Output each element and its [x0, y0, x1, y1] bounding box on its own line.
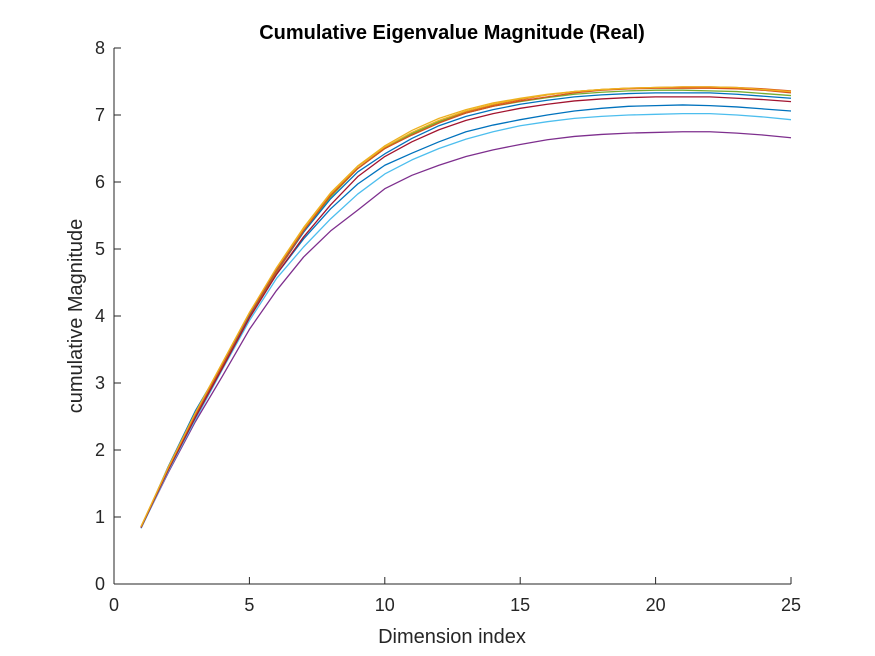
x-tick-label: 15 [510, 595, 530, 615]
x-tick-label: 25 [781, 595, 801, 615]
y-tick-label: 5 [95, 239, 105, 259]
x-axis-label: Dimension index [378, 626, 526, 648]
x-tick-label: 5 [244, 595, 254, 615]
y-tick-label: 6 [95, 172, 105, 192]
y-tick-label: 1 [95, 507, 105, 527]
y-tick-label: 0 [95, 574, 105, 594]
series-line-10 [140, 86, 792, 527]
series-line-7 [140, 96, 792, 528]
x-tick-label: 10 [375, 595, 395, 615]
series-line-6 [140, 113, 792, 529]
y-tick-label: 2 [95, 440, 105, 460]
series-line-5 [140, 89, 792, 528]
y-tick-label: 4 [95, 306, 105, 326]
chart-title: Cumulative Eigenvalue Magnitude (Real) [259, 22, 645, 44]
series-line-4 [140, 131, 792, 529]
series-line-2 [140, 86, 792, 528]
series-line-9 [140, 87, 792, 528]
y-tick-label: 7 [95, 105, 105, 125]
series-line-3 [140, 86, 792, 527]
x-tick-label: 0 [109, 595, 119, 615]
series-group [140, 86, 792, 529]
series-line-8 [140, 92, 792, 528]
y-tick-label: 8 [95, 38, 105, 58]
series-line-1 [140, 104, 792, 528]
axes: 0 5 10 15 20 25 0 1 2 3 4 5 6 7 8 [95, 38, 801, 615]
x-tick-label: 20 [646, 595, 666, 615]
y-tick-label: 3 [95, 373, 105, 393]
y-axis-label: cumulative Magnitude [65, 219, 87, 414]
